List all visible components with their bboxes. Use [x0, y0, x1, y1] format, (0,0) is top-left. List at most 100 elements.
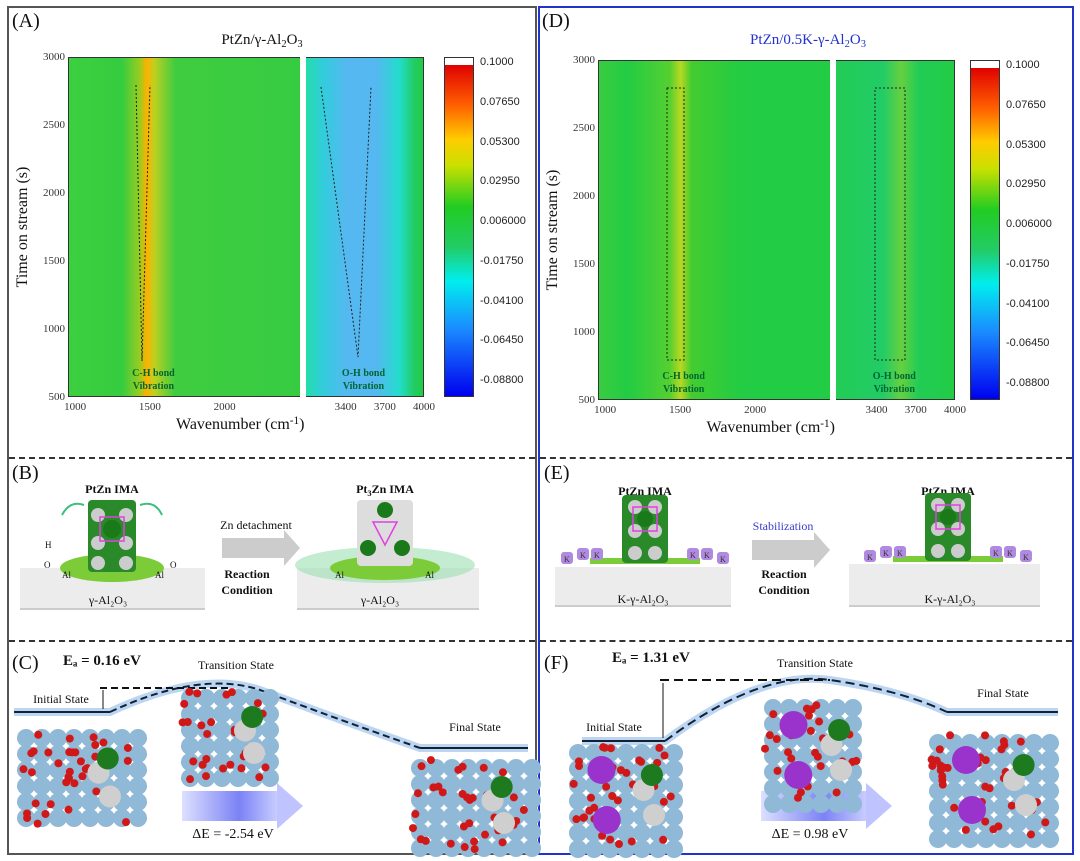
c-transition-state: Transition State: [198, 658, 274, 672]
x-tick-label: 1500: [138, 401, 161, 413]
y-tick-label: 2000: [43, 187, 65, 199]
x-tick-label: 1500: [669, 404, 692, 416]
atomic-snapshot: [761, 699, 862, 813]
colorbar-tick-label: -0.04100: [1006, 297, 1050, 310]
y-tick-label: 2500: [573, 122, 595, 134]
svg-text:O: O: [170, 560, 177, 570]
separator-ab: [9, 457, 535, 459]
y-tick-label: 3000: [43, 51, 65, 63]
heatmap-right-segment: [836, 61, 954, 399]
e-arrow-top-label: Stabilization: [752, 519, 814, 533]
c-initial-state: Initial State: [33, 692, 89, 706]
f-final-state: Final State: [977, 686, 1029, 700]
c-final-state: Final State: [449, 720, 501, 734]
x-tick-label: 1000: [594, 404, 617, 416]
colorbar-tick-label: -0.01750: [1006, 257, 1050, 270]
ch-bond-annotation: C-H bond Vibration: [132, 368, 175, 392]
svg-text:K: K: [883, 549, 889, 558]
colorbar-tick-label: 0.1000: [1006, 59, 1040, 71]
e-arrow-bottom-2: Condition: [758, 583, 810, 597]
svg-text:K: K: [1023, 553, 1029, 562]
panel-a-title: PtZn/γ-Al2O3: [221, 32, 303, 50]
c-activation-energy: Eₐ = 0.16 eV: [63, 653, 141, 669]
y-tick-label: 1000: [573, 326, 595, 338]
separator-bc: [9, 640, 535, 642]
y-tick-label: 1500: [43, 255, 65, 267]
atomic-snapshot: [569, 743, 683, 858]
oh-bond-annotation: O-H bond Vibration: [872, 371, 916, 395]
b-left-support-label: γ-Al₂O₃: [88, 593, 128, 607]
panel-d-label: (D): [542, 10, 570, 32]
e-left-support: [555, 567, 731, 607]
colorbar-tick-label: 0.02950: [1006, 178, 1046, 191]
e-arrow-bottom-1: Reaction: [761, 567, 807, 581]
c-delta-e: ΔE = -2.54 eV: [192, 827, 274, 842]
atomic-snapshot: [178, 687, 279, 787]
y-tick-label: 1000: [43, 323, 65, 335]
x-axis-label: Wavenumber (cm-1): [176, 415, 305, 433]
b-left-cluster-icon: H O Al Al O Al Al: [44, 500, 475, 583]
axis-break: [830, 60, 836, 406]
e-left-support-label: K-γ-Al₂O₃: [617, 592, 669, 606]
e-right-support: [849, 564, 1040, 607]
y-tick-label: 1500: [573, 258, 595, 270]
svg-text:K: K: [867, 553, 873, 562]
left-figure-frame: [7, 6, 537, 855]
colorbar-tick-label: -0.08800: [1006, 377, 1050, 389]
b-h-label: H: [45, 540, 52, 550]
colorbar-tick-label: 0.006000: [1006, 218, 1052, 230]
b-left-title: PtZn IMA: [85, 482, 139, 496]
atomic-snapshot: [408, 756, 541, 857]
separator-ef: [540, 640, 1072, 642]
x-tick-label: 2000: [213, 401, 236, 413]
svg-text:K: K: [897, 549, 903, 558]
x-tick-label: 3400: [334, 401, 357, 413]
x-tick-label: 2000: [744, 404, 767, 416]
colorbar-tick-label: 0.006000: [480, 215, 526, 227]
x-tick-label: 3700: [373, 401, 396, 413]
oh-bond-annotation: O-H bond Vibration: [341, 368, 386, 392]
svg-text:K: K: [690, 551, 696, 560]
f-reaction-arrow: [761, 783, 892, 829]
f-transition-state: Transition State: [777, 656, 853, 670]
f-energy-profile: [582, 674, 1058, 745]
colorbar-tick-label: 0.05300: [480, 135, 520, 148]
atomic-snapshot: [927, 731, 1059, 848]
colorbar-tick-label: -0.04100: [480, 294, 524, 307]
panel-f-label: (F): [544, 652, 569, 674]
y-tick-label: 3000: [573, 54, 595, 66]
panel-b-label: (B): [12, 462, 39, 484]
colorbar-tick-label: 0.02950: [480, 175, 520, 188]
svg-text:K: K: [594, 551, 600, 560]
e-reaction-arrow: [752, 532, 830, 568]
colorbar: [444, 57, 474, 397]
ch-bond-annotation: C-H bond Vibration: [662, 371, 705, 395]
b-right-support-label: γ-Al₂O₃: [360, 593, 400, 607]
c-reaction-arrow: [182, 783, 303, 829]
c-energy-profile: [14, 679, 528, 752]
x-tick-label: 1000: [64, 401, 87, 413]
colorbar-tick-label: -0.06450: [480, 334, 524, 347]
svg-text:K: K: [704, 551, 710, 560]
x-axis-label: Wavenumber (cm-1): [706, 418, 835, 436]
colorbar-tick-label: 0.1000: [480, 56, 514, 68]
svg-text:K: K: [564, 555, 570, 564]
b-reaction-arrow: [222, 530, 300, 566]
colorbar-tick-label: 0.07650: [480, 95, 520, 108]
svg-text:K: K: [993, 549, 999, 558]
svg-text:K: K: [720, 555, 726, 564]
x-tick-label: 3700: [904, 404, 927, 416]
colorbar-tick-label: 0.07650: [1006, 98, 1046, 111]
f-initial-state: Initial State: [586, 720, 642, 734]
svg-text:O: O: [44, 560, 51, 570]
colorbar-tick-label: -0.01750: [480, 254, 524, 267]
colorbar-tick-label: -0.06450: [1006, 337, 1050, 350]
y-tick-label: 500: [578, 394, 596, 406]
panel-c-label: (C): [12, 652, 39, 674]
e-left-title: PtZn IMA: [618, 484, 672, 498]
b-arrow-top-label: Zn detachment: [220, 518, 292, 532]
x-tick-label: 4000: [944, 404, 966, 416]
right-figure-frame: [538, 6, 1074, 855]
colorbar: [970, 60, 1000, 400]
